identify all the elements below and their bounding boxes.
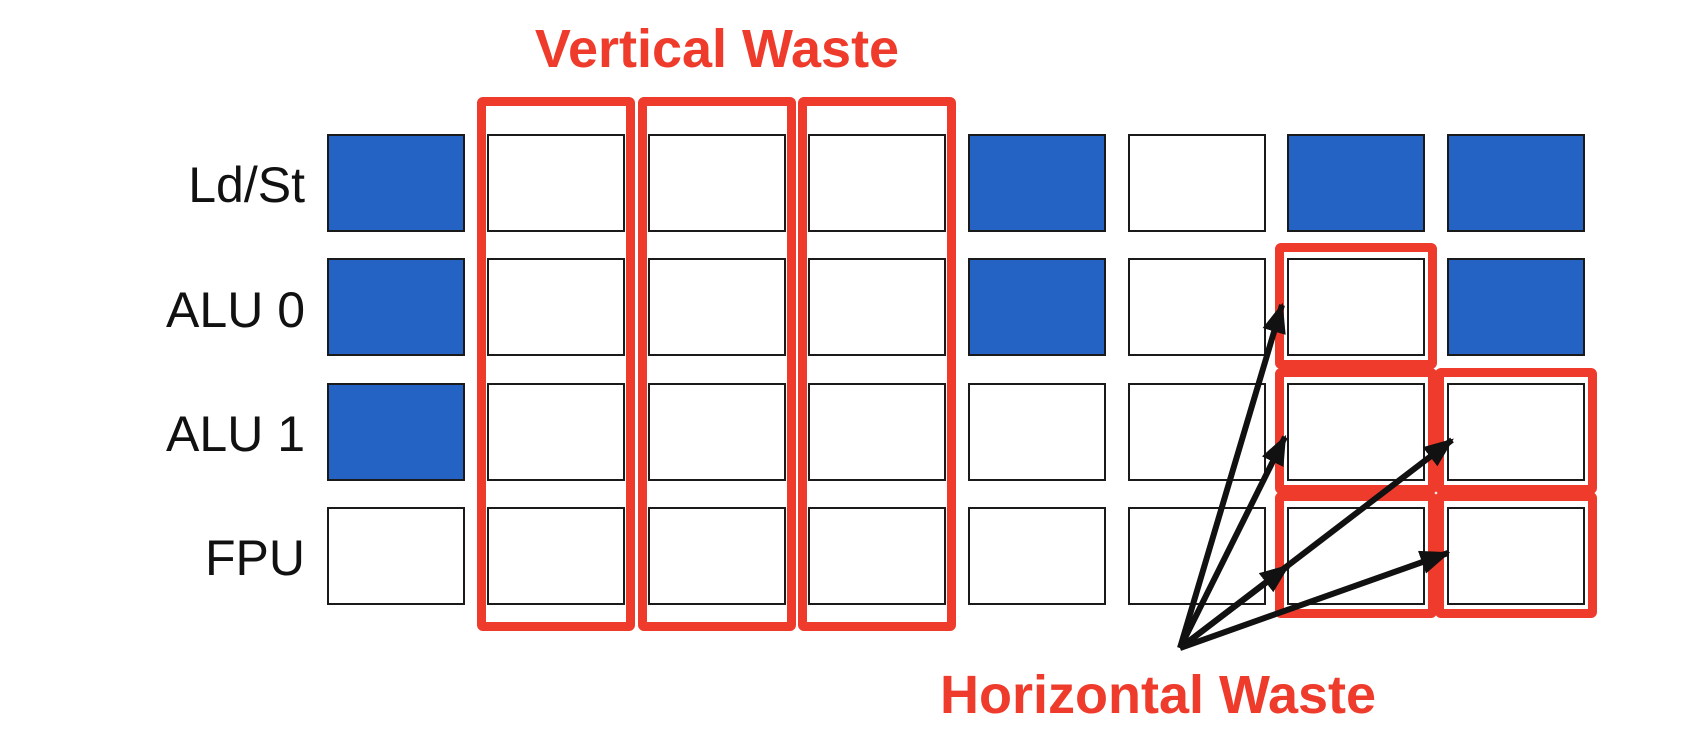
empty-slot-r0-c5 [1128, 134, 1266, 232]
busy-slot-r0-c4 [968, 134, 1106, 232]
empty-slot-r1-c2 [648, 258, 786, 356]
empty-slot-r1-c6 [1287, 258, 1425, 356]
row-label-alu-0: ALU 0 [166, 282, 305, 338]
horizontal-waste-box-r3-c6 [1275, 492, 1437, 618]
row-label-ld-st: Ld/St [188, 157, 305, 213]
busy-slot-r1-c4 [968, 258, 1106, 356]
empty-slot-r3-c5 [1128, 507, 1266, 605]
empty-slot-r2-c1 [487, 383, 625, 481]
busy-slot-r0-c6 [1287, 134, 1425, 232]
horizontal-waste-box-r1-c6 [1275, 243, 1437, 369]
empty-slot-r1-c5 [1128, 258, 1266, 356]
empty-slot-r1-c1 [487, 258, 625, 356]
vertical-waste-title: Vertical Waste [534, 19, 900, 79]
empty-slot-r0-c2 [648, 134, 786, 232]
empty-slot-r3-c4 [968, 507, 1106, 605]
horizontal-waste-box-r2-c6 [1275, 368, 1437, 494]
busy-slot-r1-c0 [327, 258, 465, 356]
busy-slot-r0-c0 [327, 134, 465, 232]
busy-slot-r1-c7 [1447, 258, 1585, 356]
empty-slot-r2-c2 [648, 383, 786, 481]
empty-slot-r3-c1 [487, 507, 625, 605]
empty-slot-r3-c3 [808, 507, 946, 605]
row-label-fpu: FPU [205, 530, 305, 586]
horizontal-waste-box-r3-c7 [1435, 492, 1597, 618]
vertical-waste-box-2 [638, 97, 796, 631]
empty-slot-r3-c0 [327, 507, 465, 605]
empty-slot-r0-c3 [808, 134, 946, 232]
busy-slot-r0-c7 [1447, 134, 1585, 232]
empty-slot-r0-c1 [487, 134, 625, 232]
horizontal-waste-box-r2-c7 [1435, 368, 1597, 494]
row-label-alu-1: ALU 1 [166, 406, 305, 462]
empty-slot-r3-c2 [648, 507, 786, 605]
empty-slot-r2-c5 [1128, 383, 1266, 481]
empty-slot-r1-c3 [808, 258, 946, 356]
vertical-waste-box-3 [798, 97, 956, 631]
empty-slot-r2-c7 [1447, 383, 1585, 481]
empty-slot-r2-c3 [808, 383, 946, 481]
horizontal-waste-title: Horizontal Waste [940, 665, 1377, 725]
empty-slot-r2-c4 [968, 383, 1106, 481]
busy-slot-r2-c0 [327, 383, 465, 481]
vertical-waste-box-1 [477, 97, 635, 631]
